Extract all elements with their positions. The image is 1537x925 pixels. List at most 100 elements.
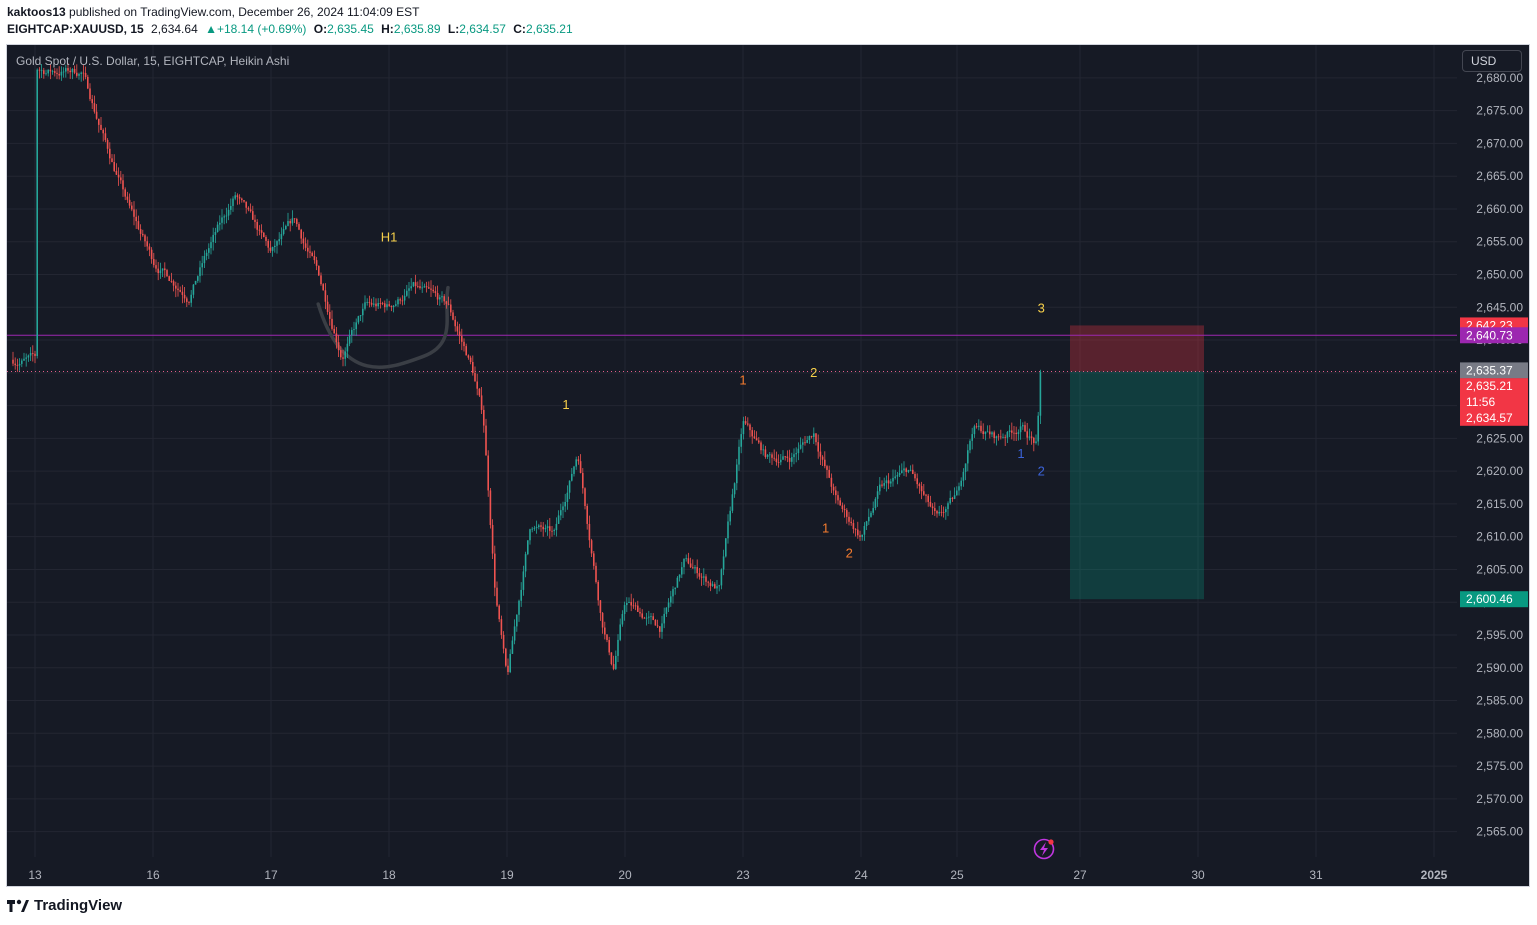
candle [793,448,795,465]
candle-body [799,444,802,449]
candle [296,217,298,227]
candle [1035,434,1037,445]
candle-body [1000,436,1002,438]
candle [188,301,190,306]
candle [544,524,547,533]
chart-background [7,45,1529,886]
candle-body [326,301,329,312]
candle [293,218,296,224]
candle-body [764,449,767,457]
candle [84,66,87,80]
candle-body [27,355,30,358]
candle-body [868,516,870,522]
candle-body [408,288,410,291]
candle [817,434,819,459]
candle [104,127,107,143]
candle [978,419,980,431]
candle [276,240,278,254]
candle [606,633,608,643]
candle-body [205,252,208,256]
candle [67,63,69,74]
candle [905,467,907,477]
candle [423,283,426,288]
candle-body [947,503,949,510]
candle-body [610,652,613,665]
candle [795,447,797,463]
candle [775,451,778,466]
candle-body [386,304,388,308]
candle [216,221,219,233]
candle-body [21,360,23,364]
candle-body [71,69,74,73]
candle [749,423,751,438]
candle-body [835,490,837,496]
candle [348,329,351,347]
candle-body [148,246,151,250]
wave-label: 2 [1038,464,1045,479]
chart-pane[interactable]: H1 1 1 2 1 2 1 2 3 2,565.00 2,570.00 2,575.00 2,580.… [6,44,1530,887]
candle-body [51,71,54,72]
price-tick-label: 2,585.00 [1476,694,1523,708]
tradingview-logo[interactable]: TradingView [7,897,122,914]
candle [71,68,74,80]
candle [538,523,540,530]
candle [773,449,775,461]
candle-body [615,655,617,669]
candle [128,193,131,209]
candle [12,351,14,367]
candle-body [377,303,379,307]
candle [821,455,824,466]
candle-body [359,315,362,317]
candle-body [914,473,916,479]
candle-body [626,602,628,606]
candle-body [956,490,958,496]
wave-label: 2 [810,365,817,380]
candle-body [293,218,296,220]
candle-body [843,509,846,511]
candle-body [131,205,133,210]
candle-body [403,295,406,301]
candle-body [887,480,890,484]
candle [234,191,236,201]
candle [21,358,23,368]
candle-body [278,239,280,242]
currency-button[interactable]: USD [1462,50,1522,72]
candle-body [38,69,41,71]
candle [989,425,991,439]
candle-body [903,468,905,471]
candle [392,305,395,313]
candle [494,545,496,597]
candle-body [700,576,703,578]
candle-body [80,72,82,74]
candle [1022,422,1024,430]
candle-body [863,526,866,535]
price-tick-label: 2,675.00 [1476,104,1523,118]
candle-body [267,240,269,248]
candle [430,280,432,297]
candle [47,69,49,77]
author-name[interactable]: kaktoos13 [7,5,66,19]
candle-body [313,255,316,261]
candle [190,290,192,307]
candle-body [993,432,995,438]
candle [309,245,311,258]
candle-body [401,300,404,302]
candle [388,300,390,307]
candle-body [953,495,956,499]
candle [375,298,377,311]
candle [454,316,456,332]
high-value: 2,635.89 [393,22,441,36]
candle-body [802,442,804,445]
candle [269,240,272,253]
candle [986,425,989,433]
candle-body [456,326,459,332]
series-legend-title[interactable]: Gold Spot / U.S. Dollar, 15, EIGHTCAP, H… [16,54,290,68]
candle-body [771,454,773,458]
candle [892,469,894,487]
price-chart[interactable]: H1112121232,565.002,570.002,575.002,580.… [7,45,1530,887]
candle-body [782,456,784,460]
candle [898,465,901,478]
time-tick-label: 19 [500,868,514,882]
candle-body [133,209,135,217]
candle [923,484,925,496]
